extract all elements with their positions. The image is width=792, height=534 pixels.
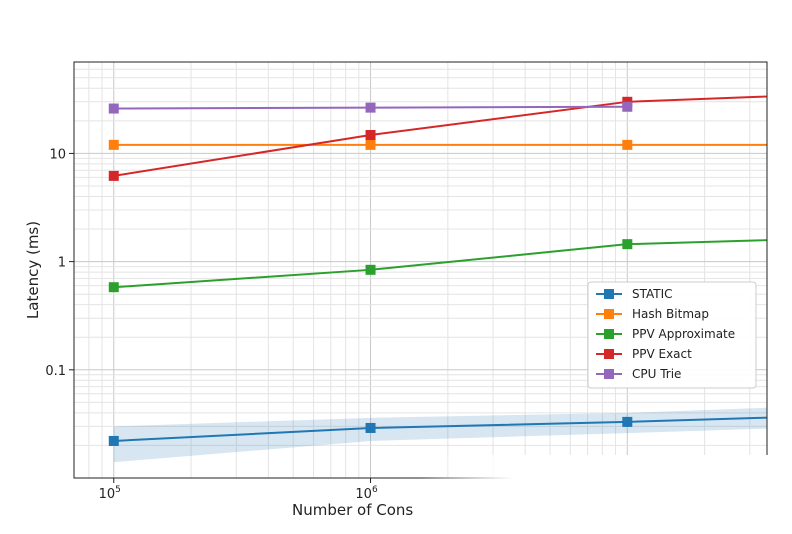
series-line [113, 95, 767, 177]
legend-label: STATIC [632, 287, 673, 301]
x-axis-label: Number of Cons [292, 501, 413, 519]
data-point [365, 422, 376, 433]
x-tick-label: 106 [355, 485, 378, 502]
data-point [108, 435, 119, 446]
data-point [622, 416, 633, 427]
y-tick-label: 10 [49, 147, 66, 162]
data-point [108, 103, 119, 114]
legend-marker [604, 329, 614, 339]
legend-label: Hash Bitmap [632, 307, 709, 321]
data-point [622, 239, 633, 250]
y-tick-label: 1 [58, 256, 66, 271]
legend-box [587, 281, 757, 389]
legend-label: CPU Trie [632, 367, 681, 381]
fade-overlay [420, 455, 792, 534]
data-point [108, 282, 119, 293]
legend-marker [604, 349, 614, 359]
data-point [622, 101, 633, 112]
legend-marker [604, 369, 614, 379]
legend-label: PPV Exact [632, 347, 692, 361]
data-point [108, 170, 119, 181]
confidence-band [113, 407, 767, 463]
data-point [108, 139, 119, 150]
data-point [365, 264, 376, 275]
series-line [113, 239, 767, 289]
x-tick-label: 105 [99, 485, 121, 502]
legend-label: PPV Approximate [632, 327, 735, 341]
legend-marker [604, 309, 614, 319]
legend: STATIC Hash Bitmap PPV Approximate PPV Exac… [587, 281, 757, 389]
data-point [622, 139, 633, 150]
legend-marker [604, 289, 614, 299]
y-tick-label: 0.1 [45, 364, 66, 379]
series-line [113, 416, 767, 442]
y-axis-label: Latency (ms) [24, 221, 42, 319]
data-point [365, 102, 376, 113]
data-point [365, 139, 376, 150]
data-point [365, 130, 376, 141]
